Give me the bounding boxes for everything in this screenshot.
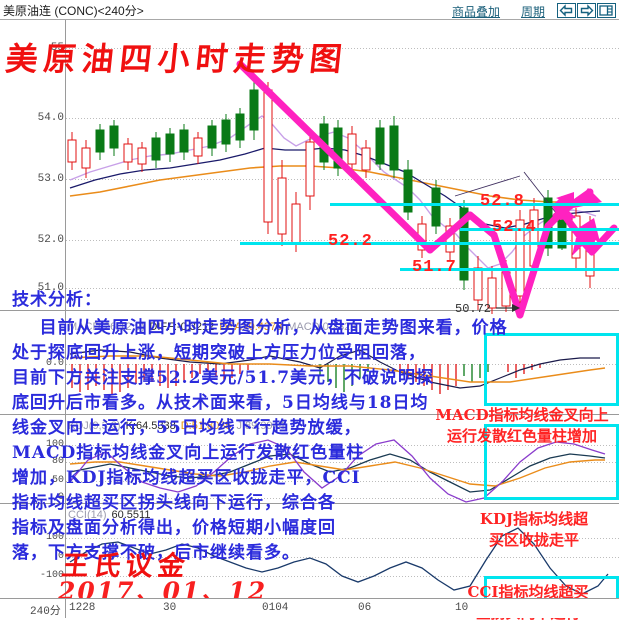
arrow-right-icon: [580, 4, 594, 17]
y-tick-label: 54.0: [37, 112, 64, 124]
price-label-52-8: 52.8: [480, 192, 525, 211]
kdj-y-tick: 80: [51, 456, 64, 467]
kdj-annotation: KDJ指标均线超 买区收拢走平: [479, 510, 589, 549]
arrow-left-icon: [559, 4, 573, 17]
axis-divider: [65, 599, 66, 618]
scroll-right-button[interactable]: [577, 3, 596, 18]
layout-split-icon: [599, 5, 613, 16]
analysis-body: 目前从美原油四小时走势图分析，从盘面走势图来看，价格 处于探底回升上涨，短期突破…: [12, 318, 508, 563]
macd-annotation: MACD指标均线金叉向上 运行发散红色量柱增加: [435, 406, 609, 445]
support-line-52-2: [240, 242, 619, 245]
cci-y-tick: 100: [45, 532, 64, 543]
arrow-heads: [552, 188, 602, 256]
kdj-y-tick: 0: [57, 492, 64, 503]
x-tick-label: 10: [455, 602, 469, 614]
cci-legend: CCI(14) 60.5511: [68, 509, 155, 521]
x-tick-label: 1228: [69, 602, 96, 614]
kdj-legend: KDJ(9,3,3) K:64.5338 D:51.8035 J:89.9944: [68, 420, 290, 432]
macd-y-tick: 0.0: [45, 358, 64, 369]
cci-y-tick: -100: [39, 570, 64, 581]
gridline: [66, 118, 619, 119]
kdj-highlight-box: [484, 424, 619, 500]
gridline: [66, 179, 619, 180]
price-label-52-2: 52.2: [328, 232, 373, 251]
y-tick-label: 55: [50, 42, 64, 54]
chart-title-overlay: 美原油四小时走势图: [3, 40, 350, 78]
price-axis-line: [65, 20, 66, 598]
gridline: [66, 48, 619, 49]
cci-y-tick: 0: [57, 551, 64, 562]
x-tick-label: 06: [358, 602, 372, 614]
ma18-navy-line: [69, 147, 601, 229]
price-label-50-72: 50.72: [455, 302, 492, 316]
y-tick-label: 53.0: [37, 173, 64, 185]
layout-split-button[interactable]: [597, 3, 616, 18]
title-bar: 美原油连 (CONC)<240分> 商品叠加 周期: [0, 0, 619, 20]
x-tick-label: 0104: [262, 602, 289, 614]
macd-highlight-box: [484, 333, 619, 406]
macd-macd: MACD:0.2323: [287, 321, 357, 333]
period-link[interactable]: 周期: [521, 5, 546, 19]
analysis-heading: 技术分析：: [12, 290, 102, 310]
price-label-52-4: 52.4: [492, 218, 537, 237]
macd-diff: DIFF:-0.3212: [149, 321, 215, 333]
kdj-y-tick: 50: [51, 475, 64, 486]
support-line-51-7: [400, 268, 619, 271]
resistance-line-52-8: [330, 203, 619, 206]
y-tick-label: 51.0: [37, 282, 64, 294]
commodity-overlay-link[interactable]: 商品叠加: [452, 5, 501, 19]
scroll-left-button[interactable]: [557, 3, 576, 18]
time-axis-bar: 240分 1228 30 0104 06 10: [0, 598, 619, 618]
y-tick-label: 52.0: [37, 234, 64, 246]
resistance-line-52-4: [460, 228, 619, 231]
kdj-j: J:89.9944: [236, 420, 285, 432]
cci-value: 60.5511: [111, 509, 151, 521]
kdj-y-tick: 100: [45, 439, 64, 450]
chart-canvas[interactable]: 55 54.0 53.0 52.0 51.0: [0, 20, 619, 622]
panel-separator-macd: [0, 310, 619, 311]
macd-dea: DEA:-0.4373: [219, 321, 283, 333]
kdj-name: KDJ(9,3,3): [68, 420, 121, 432]
price-label-51-7: 51.7: [412, 258, 457, 277]
kdj-d: D:51.8035: [180, 420, 232, 432]
kdj-k: K:64.5338: [125, 420, 176, 432]
macd-name: MACD(26,12,9): [68, 321, 145, 333]
window-title: 美原油连 (CONC)<240分>: [3, 4, 144, 18]
trend-arrows: [236, 60, 594, 319]
cci-name: CCI(14): [68, 509, 107, 521]
gridline: [66, 288, 619, 289]
macd-legend: MACD(26,12,9) DIFF:-0.3212 DEA:-0.4373 MACD…: [68, 321, 361, 333]
panel-separator-kdj: [0, 414, 619, 415]
x-tick-label: 30: [163, 602, 177, 614]
panel-separator-cci: [0, 503, 619, 504]
timeframe-label: 240分: [30, 606, 61, 618]
